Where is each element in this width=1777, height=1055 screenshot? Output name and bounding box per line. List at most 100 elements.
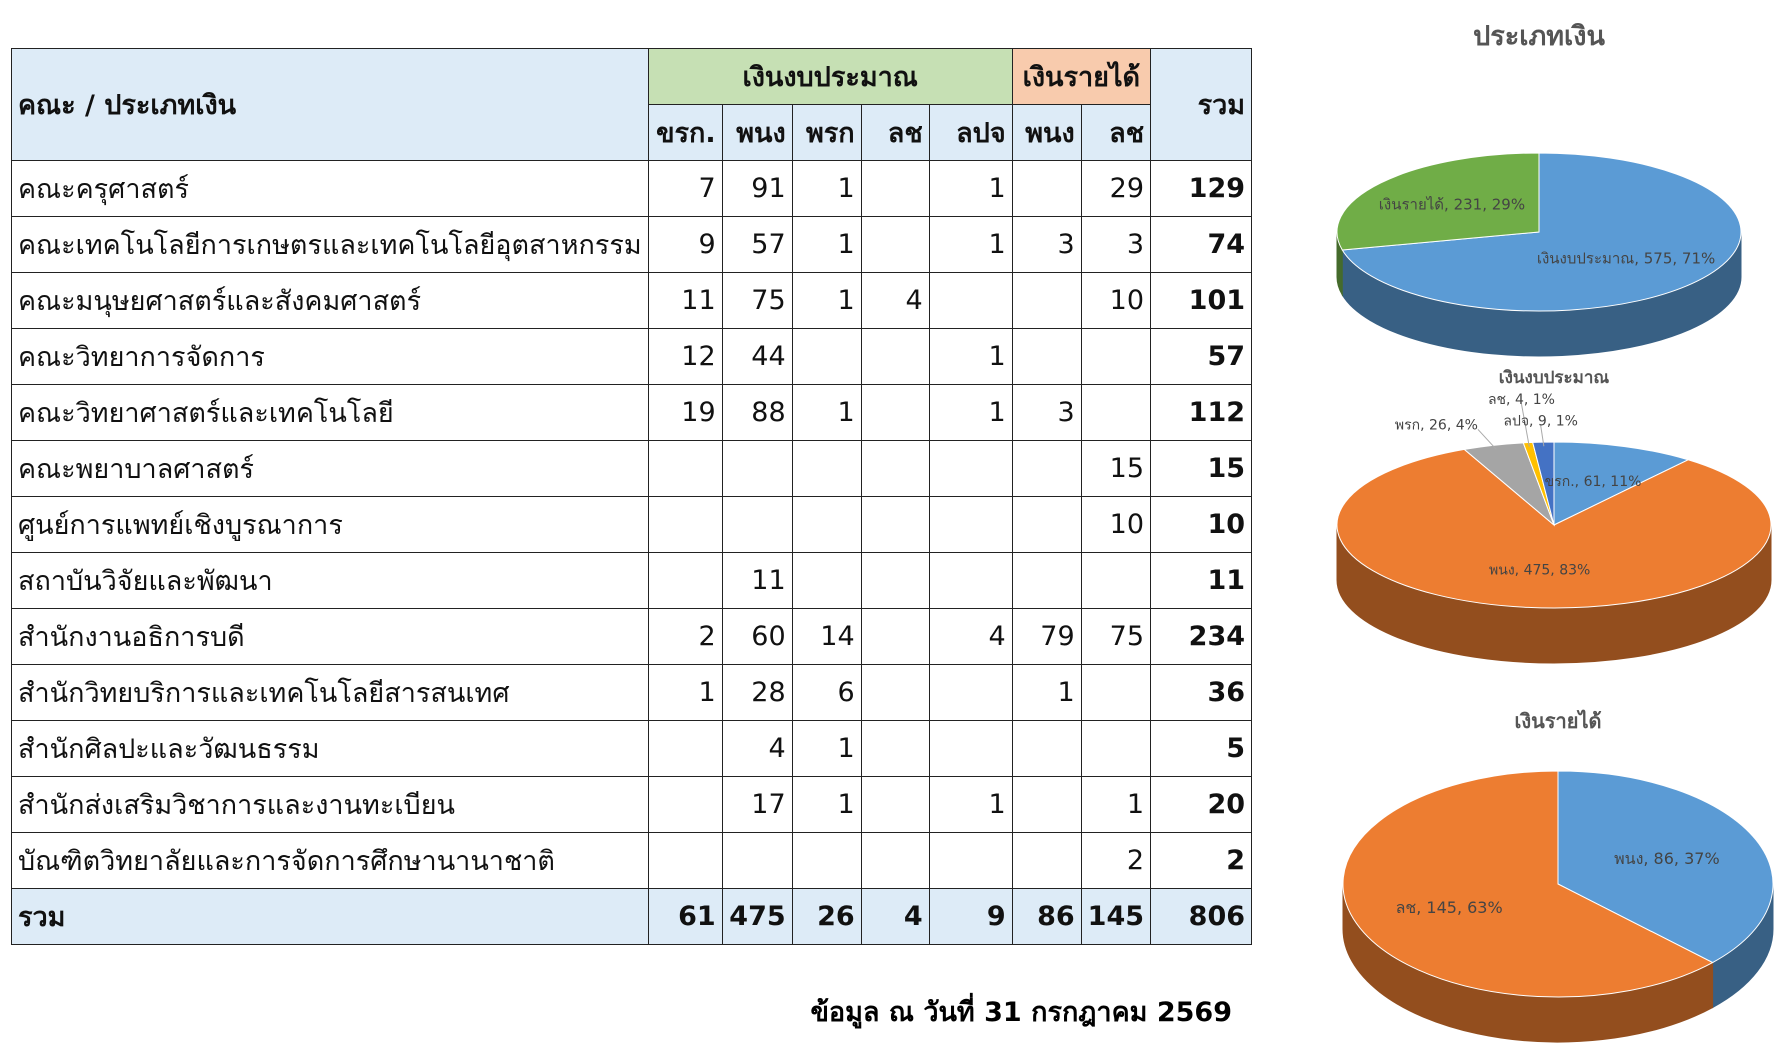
cell: 475 (721, 888, 793, 945)
cell: 74 (1150, 216, 1253, 273)
row-label: สำนักศิลปะและวัฒนธรรม (11, 720, 649, 777)
data-table: คณะ / ประเภทเงิน เงินงบประมาณ เงินรายได้… (11, 48, 1253, 945)
cell (860, 440, 930, 497)
cell: 1 (1011, 664, 1082, 721)
table-row: สำนักวิทยบริการและเทคโนโลยีสารสนเทศ 1 28 6 1… (11, 664, 1253, 721)
table-row: คณะมนุษยศาสตร์และสังคมศาสตร์ 11 75 1 4 10 101 (11, 272, 1253, 329)
table-row: รวม 61 475 26 4 9 86 145 806 (11, 888, 1253, 945)
cell: 75 (721, 272, 793, 329)
total-header: รวม (1150, 48, 1253, 161)
cell (928, 440, 1013, 497)
cell (1011, 272, 1082, 329)
cell (791, 328, 862, 385)
cell: 5 (1150, 720, 1253, 777)
cell: 1 (1080, 776, 1152, 833)
corner-header: คณะ / ประเภทเงิน (11, 48, 649, 161)
pie-slice (1336, 448, 1772, 609)
cell: 19 (647, 384, 723, 441)
value-label: ขรก., 61, 11% (1545, 474, 1642, 490)
sub-header: ลช (1080, 104, 1152, 161)
table-row: คณะครุศาสตร์ 7 91 1 1 29 129 (11, 160, 1253, 217)
cell: 1 (791, 272, 862, 329)
cell: 1 (791, 160, 862, 217)
row-label: คณะครุศาสตร์ (11, 160, 649, 217)
row-label: คณะวิทยาการจัดการ (11, 328, 649, 385)
cell: 1 (928, 160, 1013, 217)
pie-slice (1342, 770, 1714, 998)
sub-header: พรก (791, 104, 862, 161)
cell: 1 (791, 720, 862, 777)
pie-slice (1336, 152, 1540, 251)
table-row: สำนักงานอธิการบดี 2 60 14 4 79 75 234 (11, 608, 1253, 665)
note: ข้อมูล ณ วันที่ 31 กรกฎาคม 2569 (810, 997, 1232, 1028)
pie-slice (1553, 441, 1690, 526)
cell: 20 (1150, 776, 1253, 833)
cell (1011, 776, 1082, 833)
leader-line (1520, 403, 1530, 447)
cell (1011, 440, 1082, 497)
cell (1080, 664, 1152, 721)
cell: 1 (928, 328, 1013, 385)
cell: 28 (721, 664, 793, 721)
cell (928, 720, 1013, 777)
cell: 60 (721, 608, 793, 665)
group-header: เงินงบประมาณ (647, 48, 1013, 105)
cell (1011, 720, 1082, 777)
cell (1080, 328, 1152, 385)
cell: 6 (791, 664, 862, 721)
cell: 12 (647, 328, 723, 385)
sub-header: ลช (860, 104, 930, 161)
pie-slice (1341, 152, 1742, 312)
value-label: เงินงบประมาณ, 575, 71% (1537, 249, 1715, 267)
pie-slice (1557, 770, 1774, 964)
value-label: เงินรายได้, 231, 29% (1379, 196, 1525, 214)
cell: 2 (1150, 832, 1253, 889)
cell: 2 (1080, 832, 1152, 889)
sub-header: ลปจ (928, 104, 1013, 161)
value-label: พรก, 26, 4% (1395, 417, 1478, 433)
cell (1011, 328, 1082, 385)
cell (860, 384, 930, 441)
row-label: คณะเทคโนโลยีการเกษตรและเทคโนโลยีอุตสาหกร… (11, 216, 649, 273)
table-row: ศูนย์การแพทย์เชิงบูรณาการ 10 10 (11, 496, 1253, 553)
cell (791, 832, 862, 889)
row-label: สำนักวิทยบริการและเทคโนโลยีสารสนเทศ (11, 664, 649, 721)
value-label: ลปจ, 9, 1% (1503, 413, 1578, 429)
cell: 7 (647, 160, 723, 217)
cell: 10 (1150, 496, 1253, 553)
value-label: พนง, 86, 37% (1614, 849, 1720, 868)
chart-title: เงินรายได้ (1514, 709, 1601, 733)
cell (928, 496, 1013, 553)
cell: 29 (1080, 160, 1152, 217)
cell: 14 (791, 608, 862, 665)
cell: 15 (1150, 440, 1253, 497)
row-label: สำนักส่งเสริมวิชาการและงานทะเบียน (11, 776, 649, 833)
cell: 57 (721, 216, 793, 273)
row-label: สถาบันวิจัยและพัฒนา (11, 552, 649, 609)
cell (1011, 552, 1082, 609)
cell: 4 (928, 608, 1013, 665)
cell (791, 496, 862, 553)
chart-title: ประเภทเงิน (1473, 21, 1605, 52)
table-row: บัณฑิตวิทยาลัยและการจัดการศึกษานานาชาติ 2… (11, 832, 1253, 889)
sub-header: พนง (1011, 104, 1082, 161)
cell (928, 552, 1013, 609)
cell: 57 (1150, 328, 1253, 385)
cell: 10 (1080, 496, 1152, 553)
cell (928, 832, 1013, 889)
cell: 806 (1150, 888, 1253, 945)
cell: 4 (860, 888, 930, 945)
leader-line (1540, 425, 1545, 447)
cell: 88 (721, 384, 793, 441)
cell: 1 (928, 384, 1013, 441)
row-label: สำนักงานอธิการบดี (11, 608, 649, 665)
value-label: ลช, 145, 63% (1396, 898, 1503, 917)
cell: 15 (1080, 440, 1152, 497)
cell (1080, 384, 1152, 441)
cell: 26 (791, 888, 862, 945)
cell: 234 (1150, 608, 1253, 665)
cell (1080, 552, 1152, 609)
cell: 145 (1080, 888, 1152, 945)
